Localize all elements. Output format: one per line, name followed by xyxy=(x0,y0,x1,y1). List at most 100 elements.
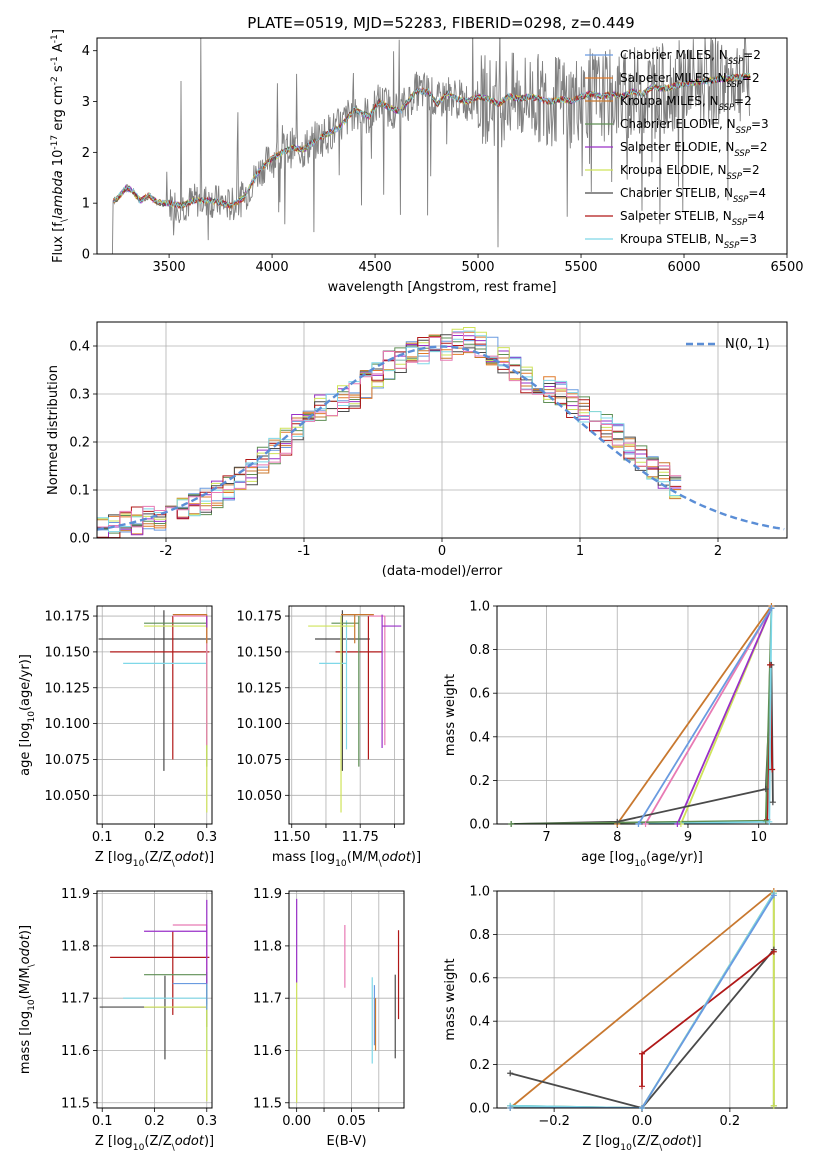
x-tick-label: 0.05 xyxy=(337,1114,366,1129)
weight-line xyxy=(637,607,773,824)
legend-entry: Salpeter STELIB, NSSP=4 xyxy=(620,209,765,227)
y-tick-label: 0.0 xyxy=(469,1102,490,1117)
y-tick-label: 10.100 xyxy=(237,717,283,732)
y-tick-label: 10.150 xyxy=(45,645,91,660)
x-tick-label: 0.2 xyxy=(144,830,165,845)
y-tick-label: 10.150 xyxy=(237,645,283,660)
y-tick-label: 0.3 xyxy=(69,388,90,403)
y-tick-label: 0.8 xyxy=(469,928,490,943)
figure-title: PLATE=0519, MJD=52283, FIBERID=0298, z=0… xyxy=(247,14,634,32)
y-tick-label: 10.075 xyxy=(237,753,283,768)
plots-layer: 3500 4000 4500 5000 5500 6000 6500 0 1 2 3 4 wavelen… xyxy=(18,29,804,1153)
x-axis-label: Z [log10(Z/Z\odot)] xyxy=(95,1134,214,1153)
legend-entry: Salpeter ELODIE, NSSP=2 xyxy=(620,140,768,158)
mass_vs_Z-axes: 0.1 0.2 0.3 11.5 11.6 11.7 11.8 11.9 Z [log10(Z/… xyxy=(18,887,217,1153)
observed-spectrum xyxy=(111,38,750,254)
x-tick-label: 9 xyxy=(684,830,692,845)
weight-line xyxy=(511,664,774,824)
legend-entry: Chabrier ELODIE, NSSP=3 xyxy=(620,117,769,135)
weight-marker xyxy=(768,605,775,612)
axes-frame xyxy=(288,890,405,1109)
x-tick-label: 7 xyxy=(542,830,550,845)
y-tick-label: 11.6 xyxy=(253,1044,282,1059)
legend-entry: Chabrier MILES, NSSP=2 xyxy=(620,48,761,66)
y-tick-label: 10.125 xyxy=(237,681,283,696)
x-axis-label: E(B-V) xyxy=(326,1134,366,1149)
y-tick-label: 10.125 xyxy=(45,681,91,696)
y-tick-label: 11.9 xyxy=(61,887,90,902)
residual-histogram xyxy=(97,332,682,528)
x-tick-label: 0.00 xyxy=(282,1114,311,1129)
x-tick-label: 8 xyxy=(613,830,621,845)
model-spectrum xyxy=(113,73,751,210)
weight-line xyxy=(616,606,773,824)
axes-frame xyxy=(288,605,405,825)
weight-marker xyxy=(635,821,642,827)
x-tick-label: 6000 xyxy=(667,260,700,275)
age_vs_mass-axes: 11.50 11.75 10.050 10.075 10.100 10.125 10.150… xyxy=(237,605,421,869)
y-tick-label: 11.8 xyxy=(253,939,282,954)
x-tick-label: 0.1 xyxy=(92,830,113,845)
legend-entry: Chabrier STELIB, NSSP=4 xyxy=(620,186,766,204)
y-axis-label: age [log10(age/yr)] xyxy=(18,654,37,776)
x-axis-label: mass [log10(M/M\odot)] xyxy=(272,850,421,869)
y-axis-label: Normed distribution xyxy=(46,365,61,495)
weight-marker xyxy=(639,1050,645,1057)
weight-marker xyxy=(614,818,621,825)
y-tick-label: 4 xyxy=(82,44,90,59)
weight-marker xyxy=(762,817,769,824)
y-tick-label: 0.4 xyxy=(469,730,490,745)
y-axis-label: Flux [f\lambda 10-17 erg cm-2 s-1 A-1] xyxy=(50,29,70,263)
y-tick-label: 0.2 xyxy=(469,774,490,789)
mass_vs_Z-plot-area xyxy=(99,899,210,1102)
residuals-axes: -2 -1 0 1 2 0.0 0.1 0.2 0.3 0.4 (data-model)/error… xyxy=(46,321,788,579)
x-tick-label: 3500 xyxy=(153,260,186,275)
weight-marker xyxy=(766,818,773,825)
y-tick-label: 3 xyxy=(82,95,90,110)
x-tick-label: 0.3 xyxy=(196,830,217,845)
spectrum-plot-area xyxy=(111,38,751,254)
residual-histogram xyxy=(97,335,682,534)
x-axis-label: wavelength [Angstrom, rest frame] xyxy=(328,280,557,295)
x-tick-label: 0.3 xyxy=(196,1114,217,1129)
x-tick-label: 5500 xyxy=(564,260,597,275)
y-tick-label: 10.175 xyxy=(45,610,91,625)
x-tick-label: 0.2 xyxy=(144,1114,165,1129)
weight-marker xyxy=(770,948,777,955)
legend-entry: Kroupa STELIB, NSSP=3 xyxy=(620,232,757,250)
age_vs_Z-axes: 0.1 0.2 0.3 10.050 10.075 10.100 10.125 10.150 1… xyxy=(18,605,217,869)
y-tick-label: 10.050 xyxy=(45,789,91,804)
residual-histogram xyxy=(97,327,682,522)
x-tick-label: -2 xyxy=(160,544,173,559)
weight-marker xyxy=(642,821,649,827)
x-tick-label: 5000 xyxy=(461,260,494,275)
y-tick-label: 11.5 xyxy=(253,1096,282,1111)
y-tick-label: 0.0 xyxy=(469,818,490,833)
weight_vs_Z-axes: −0.2 0.0 0.2 0.0 0.2 0.4 0.6 0.8 1.0 Z [log10(Z/Z… xyxy=(443,885,788,1153)
y-tick-label: 1.0 xyxy=(469,885,490,900)
y-tick-label: 10.175 xyxy=(237,610,283,625)
weight-marker xyxy=(674,821,681,827)
x-tick-label: −0.2 xyxy=(538,1114,570,1129)
y-tick-label: 11.8 xyxy=(61,939,90,954)
axes-frame xyxy=(96,37,788,255)
x-tick-label: 1 xyxy=(576,544,584,559)
axes-frame xyxy=(496,605,788,825)
gaussian-curve xyxy=(97,345,785,531)
y-tick-label: 0.2 xyxy=(469,1058,490,1073)
weight_vs_age-plot-area xyxy=(511,606,774,824)
y-tick-label: 0.2 xyxy=(69,436,90,451)
weight-line xyxy=(509,891,775,1108)
weight-marker xyxy=(769,799,776,806)
weight-line xyxy=(676,607,773,824)
x-tick-label: 0.1 xyxy=(92,1114,113,1129)
weight-marker xyxy=(769,766,776,773)
legend-entry: Kroupa ELODIE, NSSP=2 xyxy=(620,163,760,181)
y-tick-label: 0.6 xyxy=(469,971,490,986)
weight-line xyxy=(510,894,775,1108)
weight-marker xyxy=(639,1083,645,1090)
y-tick-label: 2 xyxy=(82,146,90,161)
x-axis-label: age [log10(age/yr)] xyxy=(581,850,703,869)
y-tick-label: 0.0 xyxy=(69,532,90,547)
y-tick-label: 0 xyxy=(82,248,90,263)
